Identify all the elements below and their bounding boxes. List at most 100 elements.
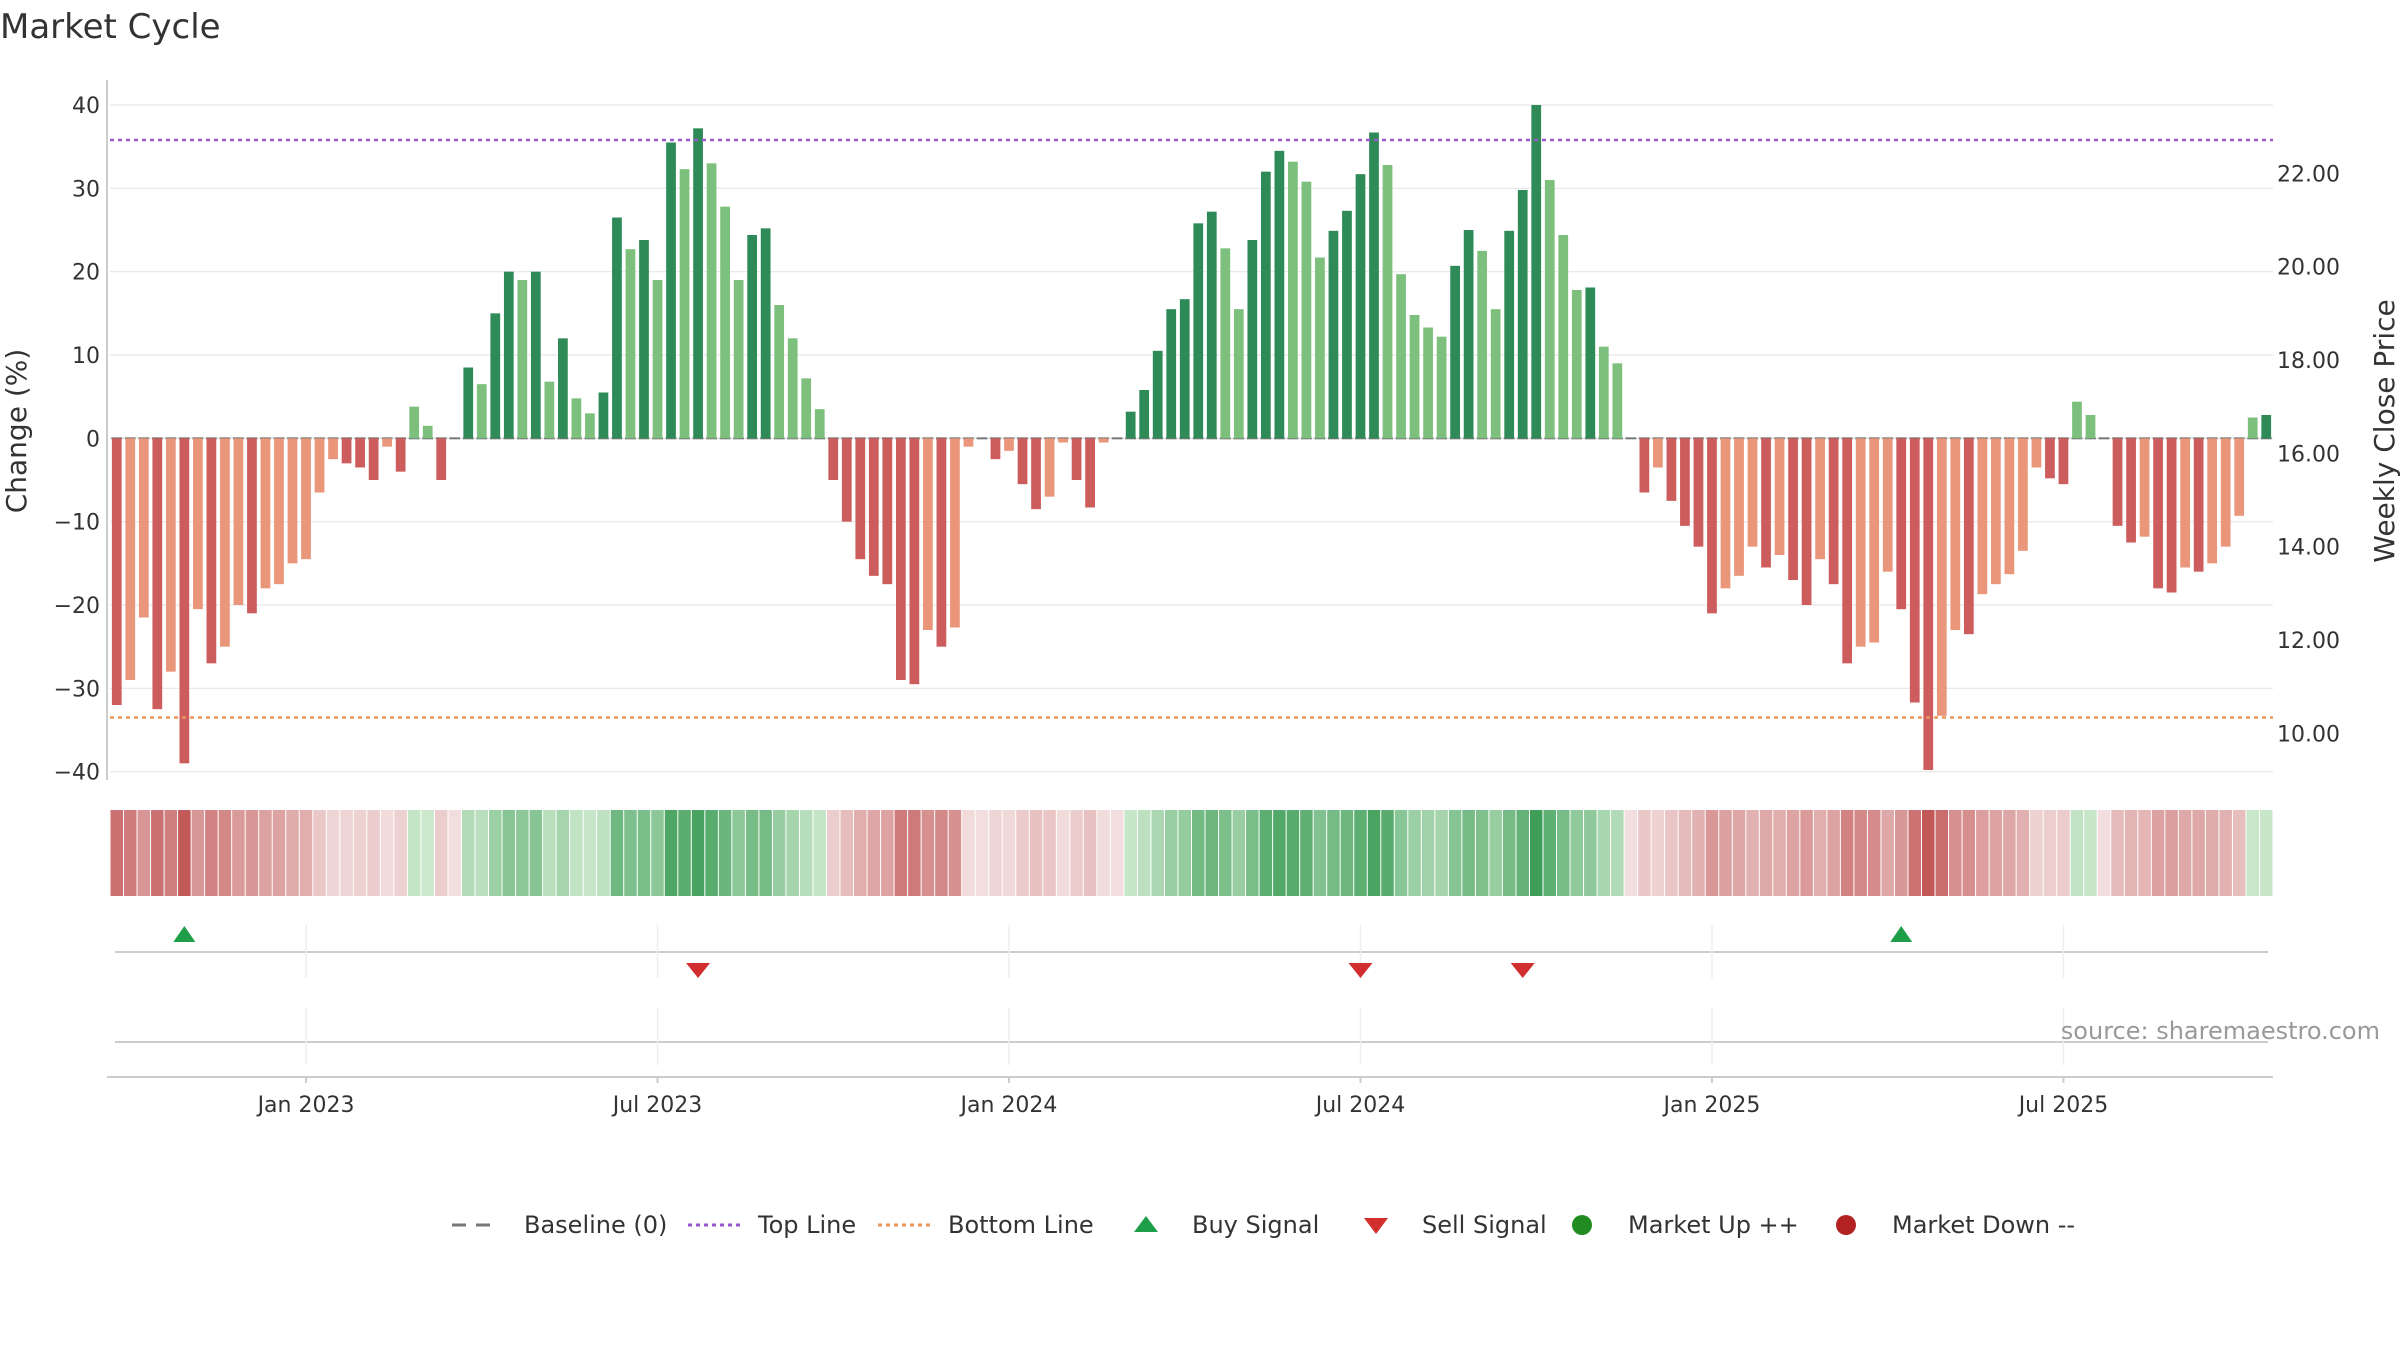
y-tick-label: −10 — [54, 511, 100, 536]
heat-cell — [637, 810, 651, 896]
heat-cell — [2205, 810, 2219, 896]
legend-label: Sell Signal — [1422, 1211, 1547, 1239]
heat-cell — [975, 810, 989, 896]
cycle-bar — [1477, 250, 1488, 439]
y-tick-label: 0 — [86, 427, 100, 452]
grid-lines — [110, 104, 2273, 773]
cycle-bar — [814, 409, 825, 439]
heat-cell — [502, 810, 516, 896]
heat-cell — [151, 810, 164, 896]
cycle-bar — [1571, 290, 1582, 439]
cycle-bar — [1963, 438, 1974, 635]
heat-cell — [1259, 810, 1273, 896]
legend-circle-icon — [1572, 1215, 1592, 1235]
heat-cell — [434, 810, 448, 896]
cycle-bar — [963, 438, 974, 447]
cycle-bar — [1544, 180, 1555, 439]
cycle-bar — [1774, 438, 1785, 555]
legend-label: Top Line — [757, 1211, 856, 1239]
heat-cell — [1110, 810, 1124, 896]
y2-tick-label: 16.00 — [2277, 442, 2340, 467]
heat-cell — [272, 810, 286, 896]
cycle-bar — [193, 438, 203, 610]
cycle-bar — [585, 413, 595, 439]
cycle-bar — [341, 438, 352, 464]
heat-cell — [164, 810, 178, 896]
cycle-bar — [1855, 438, 1866, 647]
heat-cell — [1502, 810, 1516, 896]
y2-tick-label: 10.00 — [2277, 722, 2340, 747]
heat-cell — [2151, 810, 2165, 896]
cycle-bar — [1653, 438, 1663, 468]
cycle-bar — [1558, 235, 1569, 439]
heat-cell — [1840, 810, 1854, 896]
heat-cell — [340, 810, 353, 896]
cycle-bar — [1288, 161, 1298, 439]
cycle-bar — [355, 438, 365, 468]
heat-cell — [1800, 810, 1813, 896]
cycle-bar — [720, 206, 730, 439]
cycle-bar — [1315, 257, 1325, 439]
heat-cell — [326, 810, 340, 896]
heat-cell — [1192, 810, 1205, 896]
heat-cell — [921, 810, 935, 896]
x-tick-label: Jan 2023 — [256, 1093, 355, 1118]
cycle-bar — [1031, 438, 1041, 510]
heatmap-strip — [110, 810, 2273, 896]
heat-cell — [678, 810, 691, 896]
cycle-bar — [1193, 223, 1204, 439]
cycle-bar — [841, 438, 852, 522]
legend-item: Buy Signal — [1134, 1211, 1319, 1239]
heat-cell — [461, 810, 475, 896]
signal-panel — [115, 925, 2268, 1065]
cycle-bar — [1450, 265, 1460, 439]
heat-cell — [732, 810, 745, 896]
legend-label: Market Up ++ — [1628, 1211, 1799, 1239]
heat-cell — [1097, 810, 1110, 896]
legend-item: Bottom Line — [878, 1211, 1094, 1239]
heat-cell — [556, 810, 570, 896]
y-tick-label: −40 — [54, 761, 100, 786]
cycle-bar — [368, 438, 379, 480]
heat-cell — [1651, 810, 1665, 896]
cycle-bar — [1639, 438, 1650, 493]
cycle-bar — [2112, 438, 2123, 526]
cycle-bar — [882, 438, 893, 585]
heat-cell — [1489, 810, 1502, 896]
legend-circle-icon — [1836, 1215, 1856, 1235]
heat-cell — [2084, 810, 2097, 896]
heat-cell — [826, 810, 840, 896]
heat-cell — [1246, 810, 1259, 896]
heat-cell — [448, 810, 461, 896]
cycle-bar — [855, 438, 866, 560]
cycle-bar — [2234, 438, 2245, 516]
cycle-bar — [1058, 438, 1068, 443]
cycle-bar — [1531, 105, 1542, 439]
heat-cell — [1029, 810, 1043, 896]
source-note: source: sharemaestro.com — [2061, 1017, 2380, 1045]
cycle-bar — [1125, 411, 1136, 439]
cycle-bar — [1301, 181, 1312, 439]
legend-item: Market Up ++ — [1572, 1211, 1799, 1239]
heat-cell — [353, 810, 367, 896]
heat-cell — [2232, 810, 2246, 896]
cycle-bar — [1179, 299, 1190, 439]
heat-cell — [2070, 810, 2084, 896]
heat-cell — [1286, 810, 1300, 896]
cycle-bar — [1423, 327, 1433, 439]
cycle-bar — [1463, 230, 1474, 439]
cycle-bar — [2139, 438, 2150, 537]
cycle-bar — [1909, 438, 1920, 703]
heat-cell — [1164, 810, 1178, 896]
cycle-bar — [2261, 415, 2272, 439]
cycle-bar — [990, 438, 1001, 460]
cycle-bar — [2018, 438, 2028, 551]
y2-axis: 22.00 20.00 18.00 16.00 14.00 12.00 10.00 — [2277, 162, 2340, 747]
cycle-bar — [2220, 438, 2231, 547]
heat-cell — [1124, 810, 1137, 896]
cycle-bar — [1139, 390, 1150, 439]
heat-cell — [1367, 810, 1381, 896]
heat-cell — [1475, 810, 1489, 896]
legend-item: Top Line — [688, 1211, 856, 1239]
cycle-bar — [1409, 315, 1420, 439]
